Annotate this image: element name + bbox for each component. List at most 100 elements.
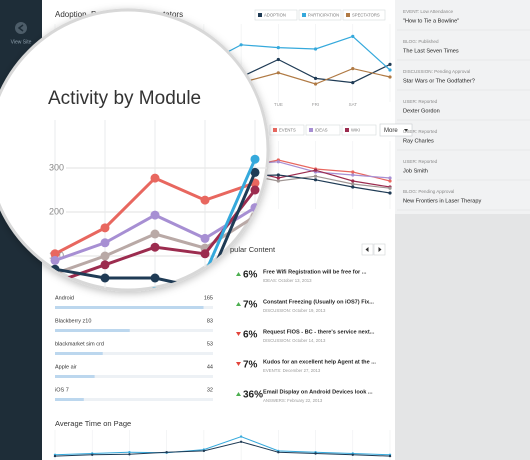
series-line xyxy=(54,158,257,290)
device-name: Android xyxy=(55,295,74,301)
legend-label: SPECTATORS xyxy=(352,13,380,18)
data-point xyxy=(200,233,210,243)
activity-title[interactable]: The Last Seven Times xyxy=(403,48,459,54)
device-bar-track xyxy=(55,352,213,355)
magnifier-lens xyxy=(0,8,270,292)
data-point xyxy=(351,173,355,177)
data-point xyxy=(276,176,280,180)
data-point xyxy=(276,57,280,62)
content-title[interactable]: Kudos for an excellent help Agent at the… xyxy=(263,359,376,365)
trend-change: 7% xyxy=(243,360,258,371)
data-point xyxy=(313,168,318,172)
activity-title[interactable]: Dexter Gordon xyxy=(403,108,440,114)
trend-change: 6% xyxy=(243,270,258,281)
trend-arrow xyxy=(236,362,241,366)
legend-label: IDEAS xyxy=(315,128,328,133)
device-name: Blackberry z10 xyxy=(55,318,91,324)
data-point xyxy=(388,186,392,190)
device-bar-track xyxy=(55,375,213,378)
content-title[interactable]: Free Wifi Registration will be free for … xyxy=(263,269,367,275)
data-point xyxy=(150,210,160,220)
data-point xyxy=(200,195,210,205)
more-button[interactable] xyxy=(379,123,413,137)
trend-arrow xyxy=(236,392,241,396)
data-point xyxy=(150,242,160,252)
data-point xyxy=(239,440,243,443)
data-point xyxy=(100,273,110,283)
legend-box[interactable] xyxy=(254,9,298,21)
data-point xyxy=(100,238,110,248)
content-meta: DISCUSSION: October 19, 2013 xyxy=(263,308,326,313)
legend-swatch xyxy=(302,13,306,17)
data-point xyxy=(50,249,60,259)
data-point xyxy=(313,47,318,51)
data-point xyxy=(351,170,355,174)
data-point xyxy=(388,179,392,183)
activity-label: USER: Reported xyxy=(403,99,438,104)
view-site-label[interactable]: View Site xyxy=(11,39,32,45)
device-count: 165 xyxy=(204,295,213,301)
content-title[interactable]: Request FIOS - BC - there's service next… xyxy=(263,329,375,335)
more-button-label: More xyxy=(384,128,398,134)
data-point xyxy=(276,179,280,183)
legend-swatch xyxy=(345,128,349,132)
device-name: Apple air xyxy=(55,364,77,370)
data-point xyxy=(388,75,392,79)
data-point xyxy=(388,191,392,195)
device-count: 32 xyxy=(207,387,213,393)
data-point xyxy=(388,176,392,180)
content-title[interactable]: Constant Freezing (Usually on iOS7) Fix.… xyxy=(263,299,374,305)
legend-label: PARTICIPATION xyxy=(308,13,339,18)
activity-title[interactable]: Job Smith xyxy=(403,168,428,174)
chart-title: Activity by Module xyxy=(48,88,201,109)
data-point xyxy=(388,62,392,66)
activity-title[interactable]: New Frontiers in Laser Therapy xyxy=(403,198,481,204)
legend-box[interactable] xyxy=(269,124,305,136)
content-title[interactable]: Email Display on Android Devices look ..… xyxy=(263,389,373,395)
data-point xyxy=(351,81,355,85)
data-point xyxy=(276,173,280,177)
data-point xyxy=(250,154,260,164)
trend-change: 6% xyxy=(243,330,258,341)
activity-title[interactable]: Ray Charles xyxy=(403,138,434,144)
device-name: blackmarket sim crd xyxy=(55,341,104,347)
data-point xyxy=(313,174,318,178)
data-point xyxy=(388,454,392,458)
data-point xyxy=(200,249,210,259)
data-point xyxy=(313,82,318,86)
data-point xyxy=(314,452,317,455)
data-point xyxy=(388,68,392,72)
activity-title[interactable]: Star Wars or The Godfather? xyxy=(403,78,475,84)
data-point xyxy=(202,449,206,453)
data-point xyxy=(53,454,57,458)
data-point xyxy=(351,34,355,39)
device-bar-track xyxy=(55,398,213,401)
data-point xyxy=(100,223,110,233)
activity-label: BLOG: Published xyxy=(403,39,439,44)
activity-label: USER: Reported xyxy=(403,159,438,164)
data-point xyxy=(250,185,260,195)
data-point xyxy=(239,435,243,438)
legend-swatch xyxy=(273,128,277,132)
pager-arrow xyxy=(378,247,382,252)
activity-label: EVENT: Low Attendance xyxy=(403,9,453,14)
legend-box[interactable] xyxy=(342,9,386,21)
y-tick-label: 200 xyxy=(49,206,64,216)
chart-title: Average Time on Page xyxy=(55,419,131,428)
x-tick-label: TUE xyxy=(274,102,283,107)
data-point xyxy=(128,451,131,454)
content-meta: EVENTS: December 27, 2013 xyxy=(263,368,321,373)
trend-arrow xyxy=(236,302,241,306)
view-site-icon[interactable] xyxy=(15,22,27,34)
data-point xyxy=(276,46,280,50)
data-point xyxy=(239,43,243,47)
popular-title: pular Content xyxy=(230,245,276,254)
content-meta: DISCUSSION: October 14, 2013 xyxy=(263,338,326,343)
activity-label: USER: Reported xyxy=(403,129,438,134)
activity-title[interactable]: "How to Tie a Bowline" xyxy=(403,18,459,24)
legend-box[interactable] xyxy=(341,124,377,136)
data-point xyxy=(100,260,110,270)
legend-box[interactable] xyxy=(305,124,341,136)
data-point xyxy=(250,167,260,177)
legend-box[interactable] xyxy=(298,9,342,21)
